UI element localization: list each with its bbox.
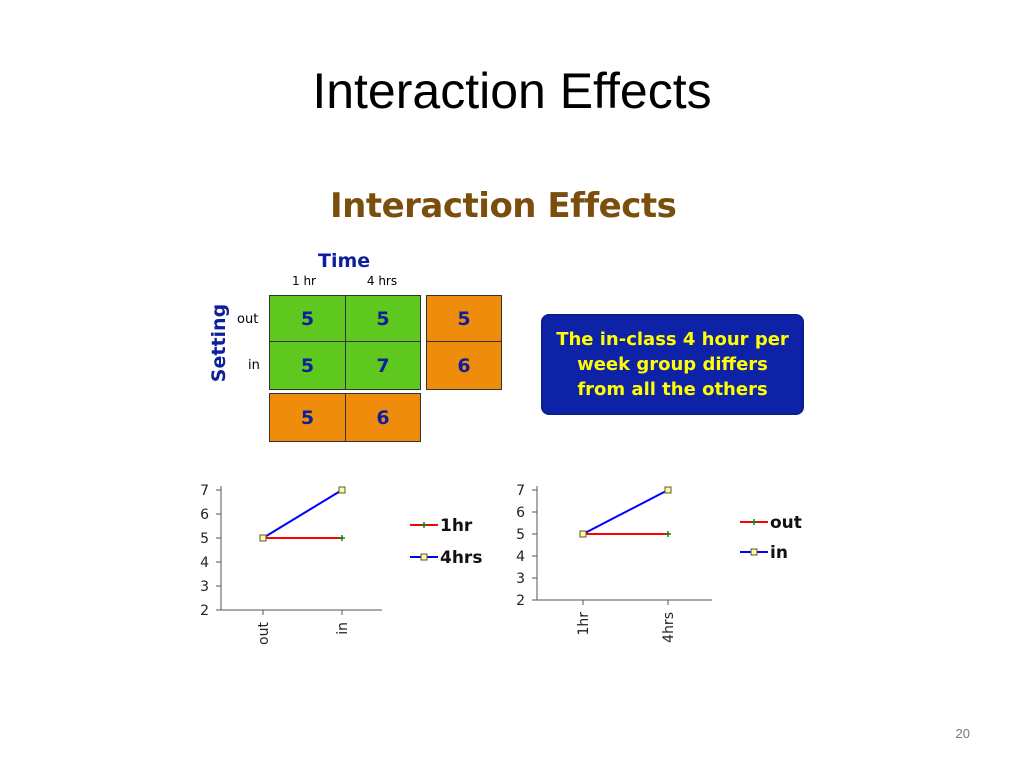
time-header: Time xyxy=(318,250,371,272)
y-tick-label: 2 xyxy=(200,603,209,619)
column-label-4hrs: 4 hrs xyxy=(366,274,398,288)
y-tick-label: 4 xyxy=(200,555,209,571)
legend-marker-1hr xyxy=(421,522,427,528)
page-number: 20 xyxy=(955,726,970,741)
x-tick-label: 4hrs xyxy=(661,612,677,643)
legend-marker-4hrs xyxy=(420,553,428,561)
figure-title: Interaction Effects xyxy=(330,186,677,226)
legend-label-1hr: 1hr xyxy=(440,516,473,536)
note-line-1: The in-class 4 hour per xyxy=(556,329,789,350)
column-mean-1hr: 5 xyxy=(269,393,346,442)
y-tick-label: 2 xyxy=(516,593,525,609)
cell-in-4hrs: 7 xyxy=(345,341,421,390)
row-mean-in: 6 xyxy=(426,341,502,390)
x-tick-label: out xyxy=(256,621,272,644)
row-label-in: in xyxy=(248,358,260,373)
row-label-out: out xyxy=(237,312,259,327)
cell-in-1hr: 5 xyxy=(269,341,346,390)
point-in xyxy=(664,486,672,494)
y-tick-label: 4 xyxy=(516,549,525,565)
y-tick-label: 6 xyxy=(200,507,209,523)
legend-marker-in xyxy=(750,548,758,556)
legend-label-in: in xyxy=(770,543,788,563)
point-1hr xyxy=(339,535,345,541)
slide-title: Interaction Effects xyxy=(312,63,712,119)
y-tick-label: 7 xyxy=(200,483,209,499)
y-tick-label: 5 xyxy=(200,531,209,547)
column-label-1hr: 1 hr xyxy=(292,274,316,288)
legend-label-4hrs: 4hrs xyxy=(440,548,482,568)
note-line-2: week group differs xyxy=(577,354,768,375)
y-tick-label: 7 xyxy=(516,483,525,499)
x-tick-label: 1hr xyxy=(576,612,592,636)
y-tick-label: 3 xyxy=(516,571,525,587)
y-tick-label: 3 xyxy=(200,579,209,595)
note-line-3: from all the others xyxy=(577,379,768,400)
point-out xyxy=(665,531,671,537)
note-box: The in-class 4 hour per week group diffe… xyxy=(541,314,804,415)
y-tick-label: 6 xyxy=(516,505,525,521)
point-4hrs xyxy=(259,534,267,542)
column-mean-4hrs: 6 xyxy=(345,393,421,442)
x-tick-label: in xyxy=(335,622,351,635)
point-4hrs xyxy=(338,486,346,494)
series-line-in xyxy=(582,489,669,535)
legend-label-out: out xyxy=(770,513,802,533)
series-line-4hrs xyxy=(262,489,343,539)
legend-marker-out xyxy=(751,519,757,525)
point-in xyxy=(579,530,587,538)
y-tick-label: 5 xyxy=(516,527,525,543)
